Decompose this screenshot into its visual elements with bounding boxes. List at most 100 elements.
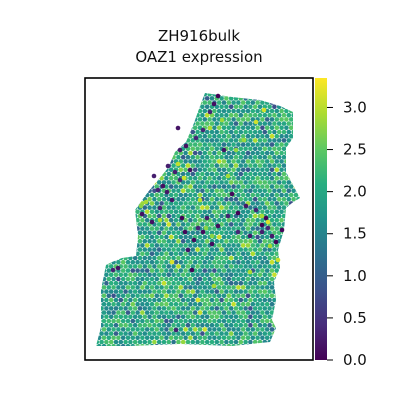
spot xyxy=(173,310,179,315)
spot xyxy=(279,209,284,215)
spot xyxy=(132,129,138,135)
spot xyxy=(111,201,116,206)
spot xyxy=(123,247,128,252)
spot xyxy=(267,138,272,143)
spot xyxy=(137,222,143,227)
spot xyxy=(135,327,140,332)
spot xyxy=(286,331,292,336)
low-expression-spot xyxy=(110,267,116,273)
spot xyxy=(248,138,253,143)
spot xyxy=(96,226,97,231)
spot xyxy=(118,96,124,101)
spot xyxy=(281,188,287,194)
spot xyxy=(296,238,300,244)
spot xyxy=(159,251,164,257)
spot xyxy=(101,285,107,290)
spot xyxy=(104,230,109,236)
spot xyxy=(125,301,131,307)
spot xyxy=(286,171,292,177)
spot xyxy=(192,310,198,315)
spot xyxy=(96,192,102,198)
spot xyxy=(298,251,300,257)
spot xyxy=(195,88,200,93)
spot xyxy=(243,196,248,202)
spot xyxy=(154,150,160,156)
spot xyxy=(123,188,128,194)
spot xyxy=(257,297,263,303)
spot xyxy=(245,175,251,181)
spot xyxy=(272,306,277,311)
spot xyxy=(108,306,114,311)
spot xyxy=(159,343,164,346)
spot xyxy=(120,150,126,156)
spot xyxy=(226,335,232,341)
spot xyxy=(99,171,104,177)
spot xyxy=(132,264,138,269)
spot xyxy=(293,226,299,231)
spot xyxy=(286,238,292,244)
spot xyxy=(190,196,196,202)
spot xyxy=(180,247,186,252)
spot xyxy=(296,297,300,303)
spot xyxy=(156,146,162,152)
spot xyxy=(128,163,133,168)
spot xyxy=(248,255,253,261)
spot xyxy=(147,255,152,261)
spot xyxy=(239,88,244,93)
spot xyxy=(255,100,260,105)
spot xyxy=(296,264,300,269)
spot xyxy=(96,142,102,147)
spot xyxy=(260,100,265,105)
spot xyxy=(171,322,176,328)
spot xyxy=(250,93,256,97)
spot xyxy=(248,129,253,135)
spot xyxy=(214,247,220,252)
spot xyxy=(293,234,299,240)
spot xyxy=(106,335,112,341)
spot xyxy=(200,222,205,227)
spot xyxy=(291,247,296,252)
spot xyxy=(128,205,133,210)
spot xyxy=(99,104,104,110)
spot xyxy=(185,238,191,244)
spot xyxy=(281,112,287,118)
spot xyxy=(267,339,272,345)
spot xyxy=(216,243,222,248)
spot xyxy=(96,167,97,173)
spot xyxy=(135,343,140,346)
spot xyxy=(301,315,306,320)
spot xyxy=(173,226,179,231)
spot xyxy=(248,213,253,219)
spot xyxy=(231,335,236,341)
spot xyxy=(144,217,150,223)
spot xyxy=(276,230,282,236)
spot xyxy=(99,297,104,303)
spot xyxy=(192,93,198,97)
spot xyxy=(298,100,300,105)
spot xyxy=(161,154,167,160)
spot xyxy=(135,142,140,147)
spot xyxy=(272,289,277,294)
spot xyxy=(164,343,169,346)
spot xyxy=(221,234,227,240)
spot xyxy=(154,167,160,173)
spot xyxy=(286,112,292,118)
spot xyxy=(231,159,236,164)
spot xyxy=(221,318,227,324)
spot xyxy=(111,167,116,173)
spot xyxy=(190,280,196,286)
spot xyxy=(185,196,191,202)
spot xyxy=(164,310,169,315)
spot xyxy=(135,192,140,198)
spot xyxy=(144,226,150,231)
low-expression-spot xyxy=(169,197,175,203)
spot xyxy=(279,100,284,105)
spot xyxy=(188,318,193,324)
spot xyxy=(293,243,299,248)
spot xyxy=(240,108,246,114)
spot xyxy=(161,196,167,202)
spot xyxy=(123,255,128,261)
spot xyxy=(224,297,229,303)
spot xyxy=(279,133,284,139)
spot xyxy=(200,289,205,294)
